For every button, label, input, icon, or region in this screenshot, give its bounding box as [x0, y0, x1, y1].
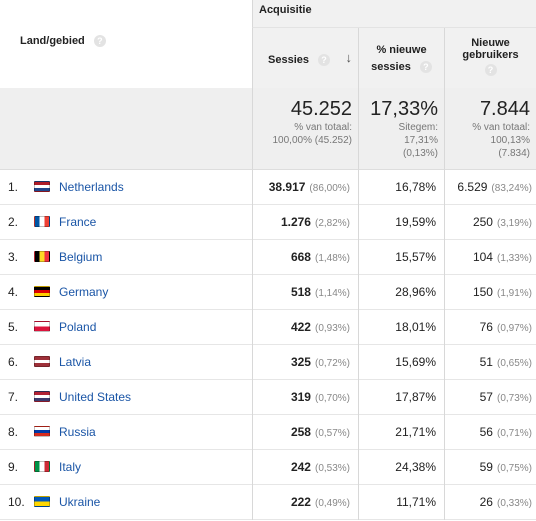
sessions-cell: 258 (0,57%): [252, 415, 358, 450]
row-rank: 2.: [8, 215, 19, 229]
new-sessions-cell: 28,96%: [358, 275, 444, 310]
new-sessions-column-header[interactable]: % nieuwe sessies ?: [358, 28, 444, 88]
russia-flag-icon: [34, 426, 50, 437]
new-users-header-line2: gebruikers: [462, 49, 519, 61]
country-link[interactable]: Italy: [59, 460, 82, 474]
new-sessions-cell: 17,87%: [358, 380, 444, 415]
table-row: 6. Latvia 325 (0,72%) 15,69% 51 (0,65%): [0, 345, 536, 380]
acquisition-group-header: Acquisitie: [252, 0, 536, 28]
row-rank: 5.: [8, 320, 19, 334]
country-link[interactable]: Ukraine: [59, 495, 101, 509]
ukraine-flag-icon: [34, 496, 50, 507]
help-icon[interactable]: ?: [484, 64, 497, 76]
new-sessions-cell: 24,38%: [358, 450, 444, 485]
united-states-flag-icon: [34, 391, 50, 402]
table-row: 2. France 1.276 (2,82%) 19,59% 250 (3,19%): [0, 205, 536, 240]
country-link[interactable]: Netherlands: [59, 180, 124, 194]
new-sessions-cell: 15,57%: [358, 240, 444, 275]
germany-flag-icon: [34, 286, 50, 297]
row-rank: 1.: [8, 180, 19, 194]
sessions-header-label: Sessies: [268, 54, 309, 66]
help-icon[interactable]: ?: [93, 35, 106, 48]
row-rank: 9.: [8, 460, 19, 474]
acquisition-label: Acquisitie: [259, 4, 312, 16]
table-row: 3. Belgium 668 (1,48%) 15,57% 104 (1,33%): [0, 240, 536, 275]
italy-flag-icon: [34, 461, 50, 472]
sessions-cell: 319 (0,70%): [252, 380, 358, 415]
country-link[interactable]: Germany: [59, 285, 109, 299]
dimension-header: Land/gebied ?: [0, 0, 252, 88]
totals-new-sessions: 17,33% Sitegem: 17,31% (0,13%): [358, 88, 444, 170]
table-row: 1. Netherlands 38.917 (86,00%) 16,78% 6.5…: [0, 170, 536, 205]
sessions-cell: 1.276 (2,82%): [252, 205, 358, 240]
new-users-cell: 51 (0,65%): [444, 345, 536, 380]
country-link[interactable]: Belgium: [59, 250, 103, 264]
totals-sessions: 45.252 % van totaal: 100,00% (45.252): [252, 88, 358, 170]
country-link[interactable]: Russia: [59, 425, 96, 439]
table-row: 8. Russia 258 (0,57%) 21,71% 56 (0,71%): [0, 415, 536, 450]
row-rank: 10.: [8, 495, 25, 509]
row-rank: 6.: [8, 355, 19, 369]
new-users-header-line1: Nieuwe: [471, 37, 510, 49]
country-link[interactable]: Poland: [59, 320, 97, 334]
table-row: 7. United States 319 (0,70%) 17,87% 57 (0,…: [0, 380, 536, 415]
new-sessions-cell: 11,71%: [358, 485, 444, 520]
new-sessions-header-line1: % nieuwe: [376, 44, 427, 56]
new-users-cell: 250 (3,19%): [444, 205, 536, 240]
netherlands-flag-icon: [34, 181, 50, 192]
sessions-cell: 38.917 (86,00%): [252, 170, 358, 205]
sessions-column-header[interactable]: Sessies ? ↓: [252, 28, 358, 88]
sessions-cell: 222 (0,49%): [252, 485, 358, 520]
sessions-cell: 422 (0,93%): [252, 310, 358, 345]
row-rank: 4.: [8, 285, 19, 299]
new-users-cell: 150 (1,91%): [444, 275, 536, 310]
poland-flag-icon: [34, 321, 50, 332]
new-users-cell: 26 (0,33%): [444, 485, 536, 520]
belgium-flag-icon: [34, 251, 50, 262]
country-link[interactable]: Latvia: [59, 355, 92, 369]
country-link[interactable]: United States: [59, 390, 132, 404]
help-icon[interactable]: ?: [419, 61, 432, 74]
new-users-cell: 76 (0,97%): [444, 310, 536, 345]
latvia-flag-icon: [34, 356, 50, 367]
table-row: 9. Italy 242 (0,53%) 24,38% 59 (0,75%): [0, 450, 536, 485]
row-rank: 8.: [8, 425, 19, 439]
row-rank: 3.: [8, 250, 19, 264]
sessions-cell: 242 (0,53%): [252, 450, 358, 485]
sessions-cell: 668 (1,48%): [252, 240, 358, 275]
table-row: 4. Germany 518 (1,14%) 28,96% 150 (1,91%): [0, 275, 536, 310]
new-users-column-header[interactable]: Nieuwe gebruikers ?: [444, 28, 536, 88]
table-row: 10. Ukraine 222 (0,49%) 11,71% 26 (0,33%): [0, 485, 536, 520]
new-users-cell: 57 (0,73%): [444, 380, 536, 415]
help-icon[interactable]: ?: [318, 54, 331, 67]
france-flag-icon: [34, 216, 50, 227]
country-link[interactable]: France: [59, 215, 97, 229]
new-users-cell: 59 (0,75%): [444, 450, 536, 485]
new-users-cell: 6.529 (83,24%): [444, 170, 536, 205]
sessions-cell: 325 (0,72%): [252, 345, 358, 380]
new-sessions-cell: 16,78%: [358, 170, 444, 205]
new-sessions-header-line2: sessies: [371, 61, 411, 73]
totals-new-users: 7.844 % van totaal: 100,13% (7.834): [444, 88, 536, 170]
new-users-cell: 104 (1,33%): [444, 240, 536, 275]
sessions-cell: 518 (1,14%): [252, 275, 358, 310]
new-sessions-cell: 21,71%: [358, 415, 444, 450]
dimension-label: Land/gebied: [20, 35, 85, 47]
sort-descending-icon[interactable]: ↓: [345, 50, 353, 65]
new-sessions-cell: 19,59%: [358, 205, 444, 240]
table-row: 5. Poland 422 (0,93%) 18,01% 76 (0,97%): [0, 310, 536, 345]
new-sessions-cell: 18,01%: [358, 310, 444, 345]
totals-row-label-cell: [0, 88, 252, 170]
new-sessions-cell: 15,69%: [358, 345, 444, 380]
row-rank: 7.: [8, 390, 19, 404]
new-users-cell: 56 (0,71%): [444, 415, 536, 450]
